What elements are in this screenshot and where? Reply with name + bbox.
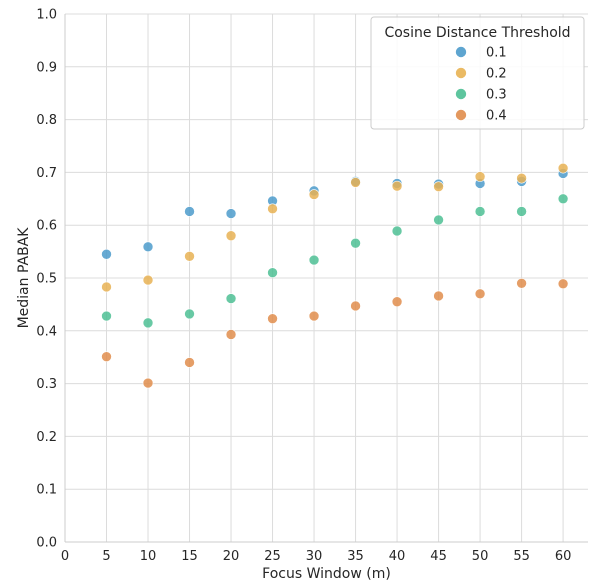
data-point-series-1 <box>391 180 403 192</box>
y-tick-label: 1.0 <box>36 8 57 23</box>
data-point-series-3 <box>101 351 112 362</box>
y-tick-label: 0.5 <box>36 272 57 287</box>
y-tick-label: 0.9 <box>36 60 57 75</box>
data-point-series-2 <box>308 254 320 266</box>
data-point-series-3 <box>474 288 486 300</box>
data-point-series-1 <box>474 171 486 182</box>
data-point-series-2 <box>267 267 278 279</box>
data-point-series-1 <box>433 181 444 192</box>
data-point-series-2 <box>225 293 237 304</box>
y-tick-label: 0.6 <box>36 219 57 234</box>
x-tick-label: 15 <box>181 549 198 564</box>
legend-label: 0.2 <box>486 67 507 82</box>
data-point-series-3 <box>516 277 527 289</box>
x-tick-label: 30 <box>306 549 323 564</box>
x-tick-label: 60 <box>555 549 572 564</box>
x-tick-label: 10 <box>140 549 157 564</box>
legend-marker <box>455 88 467 100</box>
axes: 0.0 0.1 0.2 0.3 0.4 0.5 0.6 0.7 0.8 0.9 1.0 0 5 10 15 2… <box>36 8 588 564</box>
legend-label: 0.3 <box>486 88 507 103</box>
x-axis-title: Focus Window (m) <box>262 566 391 582</box>
data-point-series-1 <box>101 281 112 293</box>
data-point-series-0 <box>225 208 237 219</box>
data-point-series-3 <box>225 329 237 340</box>
x-tick-label: 50 <box>472 549 489 564</box>
data-point-series-1 <box>308 189 320 200</box>
data-point-series-0 <box>142 241 154 253</box>
y-tick-label: 0.4 <box>36 324 57 339</box>
x-tick-label: 25 <box>264 549 281 564</box>
x-tick-label: 40 <box>389 549 406 564</box>
legend-marker <box>455 46 467 58</box>
legend-frame <box>370 16 585 130</box>
data-point-series-2 <box>184 308 195 320</box>
data-point-series-3 <box>142 377 154 389</box>
data-point-series-2 <box>557 193 569 205</box>
data-point-series-2 <box>474 206 486 217</box>
y-tick-label: 0.7 <box>36 166 57 181</box>
legend-label: 0.4 <box>486 109 507 124</box>
x-tick-label: 5 <box>102 549 110 564</box>
y-axis-title: Median PABAK <box>16 227 32 329</box>
legend-label: 0.1 <box>486 46 507 61</box>
legend: Cosine Distance Threshold 0.1 0.2 0.3 0.4 <box>370 16 585 130</box>
data-point-series-0 <box>184 206 195 217</box>
legend-marker <box>455 67 467 79</box>
data-point-series-2 <box>101 310 112 322</box>
data-point-series-1 <box>225 230 237 242</box>
data-point-series-2 <box>433 214 444 226</box>
x-tick-label: 35 <box>347 549 364 564</box>
x-tick-label: 0 <box>61 549 69 564</box>
data-point-series-1 <box>557 162 569 174</box>
data-point-series-2 <box>142 317 154 329</box>
data-point-series-3 <box>184 357 195 368</box>
y-tick-label: 0.2 <box>36 430 57 445</box>
data-point-series-1 <box>267 203 278 215</box>
data-point-series-2 <box>516 206 527 217</box>
data-point-series-1 <box>142 274 154 286</box>
data-points <box>101 162 569 389</box>
y-tick-label: 0.3 <box>36 377 57 392</box>
x-tick-label: 55 <box>513 549 530 564</box>
data-point-series-1 <box>184 251 195 262</box>
data-point-series-1 <box>516 172 527 184</box>
data-point-series-3 <box>267 313 278 324</box>
y-tick-label: 0.8 <box>36 113 57 128</box>
legend-title: Cosine Distance Threshold <box>384 25 570 41</box>
y-tick-label: 0.1 <box>36 483 57 498</box>
data-point-series-3 <box>557 278 569 290</box>
data-point-series-3 <box>350 300 361 312</box>
x-tick-label: 45 <box>430 549 447 564</box>
legend-marker <box>455 109 467 121</box>
y-tick-label: 0.0 <box>36 536 57 551</box>
data-point-series-3 <box>433 290 444 302</box>
data-point-series-2 <box>350 237 361 249</box>
data-point-series-3 <box>391 296 403 308</box>
data-point-series-1 <box>350 177 361 188</box>
data-point-series-3 <box>308 310 320 322</box>
data-point-series-2 <box>391 225 403 237</box>
data-point-series-0 <box>101 248 112 260</box>
x-tick-label: 20 <box>223 549 240 564</box>
